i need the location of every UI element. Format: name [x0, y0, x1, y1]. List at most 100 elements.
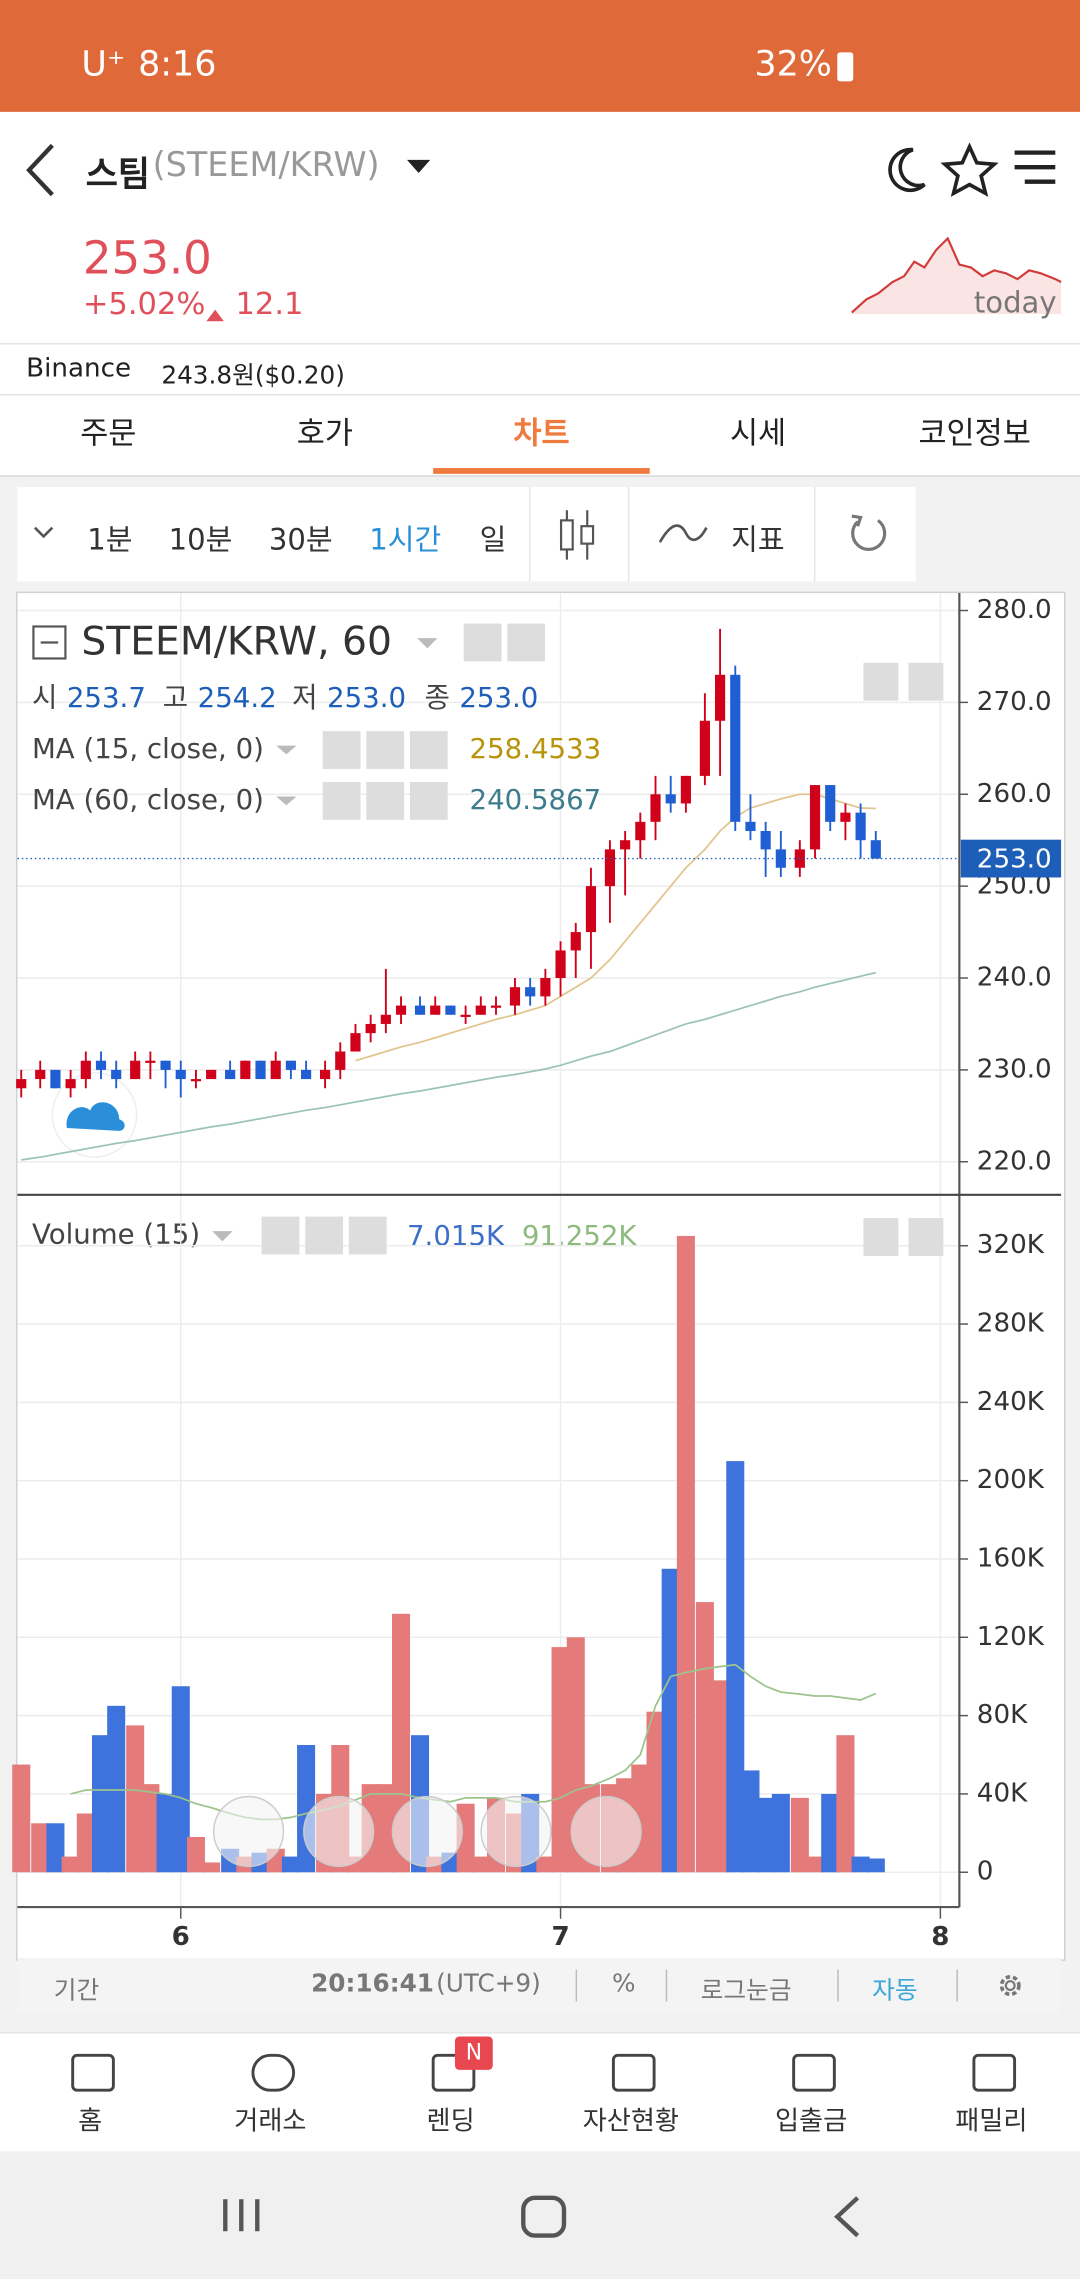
- scroll-control[interactable]: [303, 1795, 375, 1868]
- candle-body: [570, 932, 581, 951]
- chart-type-button[interactable]: [555, 507, 599, 562]
- candle-body: [745, 821, 756, 832]
- refresh-button[interactable]: [846, 512, 890, 556]
- collapse-button[interactable]: [32, 625, 67, 660]
- candle-body: [604, 849, 616, 887]
- candle-body: [301, 1069, 312, 1080]
- percent-button[interactable]: %: [611, 1969, 636, 1999]
- tab[interactable]: 차트: [513, 415, 570, 451]
- y-tick-label: 220.0: [977, 1146, 1052, 1176]
- scroll-control[interactable]: [391, 1795, 463, 1868]
- ohlc-label: 시: [32, 681, 57, 714]
- candle-body: [130, 1060, 141, 1080]
- coin-name: 스팀: [85, 154, 150, 195]
- volume-bar: [806, 1856, 825, 1873]
- timezone[interactable]: (UTC+9): [436, 1969, 541, 1999]
- ohlc-value: 253.7: [67, 681, 146, 714]
- battery-icon: [837, 52, 854, 82]
- panel-move-button: [908, 662, 944, 701]
- menu[interactable]: [1014, 150, 1056, 184]
- tab[interactable]: 주문: [80, 415, 137, 451]
- indicator-button[interactable]: 지표: [731, 521, 785, 557]
- nav-icon[interactable]: [251, 2053, 296, 2092]
- ma-legend-value: 258.4533: [470, 732, 602, 765]
- nav-label[interactable]: 자산현황: [582, 2106, 679, 2137]
- chart: STEEM/KRW, 60 Volume (15) 7.015K 91.252K…: [12, 593, 1062, 1952]
- period-button[interactable]: 기간: [53, 1976, 100, 2006]
- y-tick-label: 280.0: [977, 595, 1052, 625]
- nav-label[interactable]: 거래소: [234, 2106, 307, 2137]
- last-price: 253.0: [82, 232, 212, 285]
- nav-icon[interactable]: [431, 2053, 476, 2092]
- nav-icon[interactable]: [611, 2053, 656, 2092]
- nav-icon[interactable]: [972, 2053, 1017, 2092]
- current-price-label: 253.0: [977, 845, 1052, 875]
- tab[interactable]: 호가: [296, 415, 353, 451]
- auto-button[interactable]: 자동: [872, 1976, 918, 2006]
- interval-button[interactable]: 1분: [87, 521, 133, 557]
- theme-toggle[interactable]: [888, 147, 926, 193]
- volume-bar: [726, 1461, 745, 1873]
- volume-bar: [661, 1568, 680, 1873]
- pair-dropdown[interactable]: [406, 159, 431, 173]
- y-tick-label: 120K: [977, 1622, 1045, 1652]
- tab[interactable]: 시세: [729, 415, 787, 451]
- candle-body: [650, 794, 661, 822]
- recent-apps[interactable]: [223, 2199, 260, 2232]
- volume-bar: [141, 1784, 160, 1873]
- volume-bar: [76, 1813, 95, 1873]
- candle-body: [430, 1005, 441, 1015]
- scroll-control[interactable]: [570, 1795, 642, 1868]
- favorite[interactable]: [940, 142, 999, 197]
- nav-icon[interactable]: [792, 2053, 836, 2092]
- volume-button: [348, 1216, 387, 1255]
- separator: [837, 1969, 839, 2002]
- volume-bar: [91, 1735, 111, 1873]
- nav-label[interactable]: 렌딩: [426, 2106, 475, 2137]
- candle-body: [175, 1069, 186, 1080]
- volume-bar: [281, 1856, 300, 1873]
- system-nav: [0, 2151, 1080, 2280]
- scroll-control[interactable]: [212, 1795, 285, 1868]
- interval-button[interactable]: 30분: [268, 521, 333, 557]
- nav-label[interactable]: 홈: [78, 2106, 103, 2137]
- y-tick-label: 240.0: [977, 963, 1052, 993]
- candle-body: [50, 1069, 61, 1089]
- ohlc-value: 253.0: [327, 681, 406, 714]
- log-scale-button[interactable]: 로그눈금: [700, 1976, 792, 2006]
- candle-body: [840, 812, 851, 822]
- volume-bar: [186, 1836, 205, 1873]
- system-nav-icons: [223, 2195, 860, 2238]
- candle-body: [475, 1005, 486, 1015]
- nav-icon[interactable]: [71, 2053, 115, 2092]
- volume-bar: [711, 1680, 730, 1873]
- interval-button[interactable]: 10분: [168, 521, 233, 557]
- candle-body: [380, 1014, 391, 1024]
- nav-label[interactable]: 입출금: [774, 2106, 848, 2137]
- candle-body: [870, 840, 881, 859]
- title-dropdown: [417, 638, 438, 649]
- interval-dropdown[interactable]: [32, 523, 55, 540]
- candle-body: [240, 1060, 251, 1080]
- interval-button[interactable]: 일: [479, 521, 507, 557]
- back-system[interactable]: [834, 2196, 860, 2238]
- nav-badge: N: [454, 2036, 493, 2070]
- volume-bar: [536, 1856, 555, 1873]
- candle-body: [160, 1060, 171, 1070]
- interval-button[interactable]: 1시간: [369, 521, 442, 557]
- sparkline-label: today: [973, 284, 1057, 320]
- panel-move-button: [908, 1218, 944, 1256]
- settings-button[interactable]: [994, 1970, 1026, 2002]
- clock: 8:16: [138, 43, 217, 85]
- tab[interactable]: 코인정보: [918, 415, 1031, 451]
- pair-name: (STEEM/KRW): [152, 146, 380, 185]
- separator: [627, 486, 630, 582]
- candle-body: [350, 1033, 361, 1052]
- candle-body: [714, 674, 726, 721]
- home-button[interactable]: [521, 2195, 567, 2238]
- nav-label[interactable]: 패밀리: [955, 2106, 1028, 2137]
- scroll-control[interactable]: [480, 1795, 552, 1868]
- candle-body: [525, 987, 536, 997]
- back-button[interactable]: [26, 143, 54, 197]
- y-tick-label: 260.0: [977, 779, 1052, 809]
